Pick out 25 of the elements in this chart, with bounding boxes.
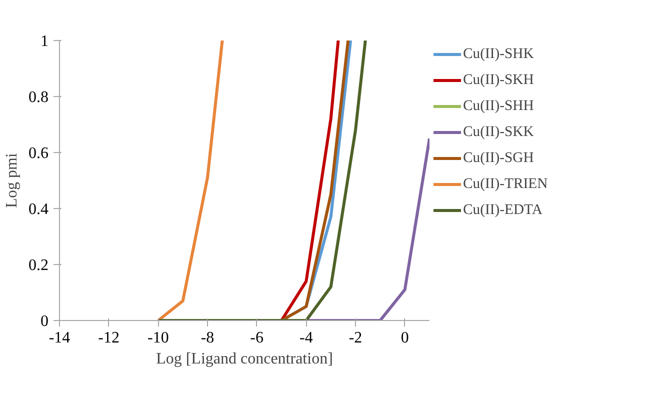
y-tick-label: 1 [40, 33, 48, 50]
legend-label: Cu(II)-SKK [463, 124, 534, 140]
y-tick-label: 0.2 [28, 257, 48, 274]
x-tick-label: -10 [148, 330, 169, 346]
x-tick-label: -8 [200, 330, 214, 346]
legend-label: Cu(II)-SHK [463, 46, 534, 62]
y-axis-title: Log pmi [4, 152, 20, 208]
y-tick-label: 0.6 [28, 145, 48, 162]
legend-label: Cu(II)-EDTA [463, 202, 542, 218]
x-tick-label: 0 [400, 330, 409, 346]
legend-label: Cu(II)-SHH [463, 98, 534, 114]
legend-label: Cu(II)-SKH [463, 72, 534, 88]
legend-label: Cu(II)-TRIEN [463, 176, 548, 192]
y-tick-label: 0.4 [28, 201, 48, 218]
x-tick-label: -12 [98, 330, 120, 346]
line-series [156, 40, 224, 320]
x-axis-title: Log [Ligand concentration] [156, 350, 333, 368]
line-series [156, 40, 367, 320]
x-tick-label: -6 [250, 330, 264, 346]
x-tick-label: -14 [48, 330, 70, 346]
legend-label: Cu(II)-SGH [463, 150, 534, 166]
y-tick-label: 0.8 [28, 89, 48, 106]
x-tick-label: -4 [300, 330, 313, 346]
y-tick-label: 0 [40, 313, 48, 330]
x-tick-label: -2 [348, 330, 362, 346]
